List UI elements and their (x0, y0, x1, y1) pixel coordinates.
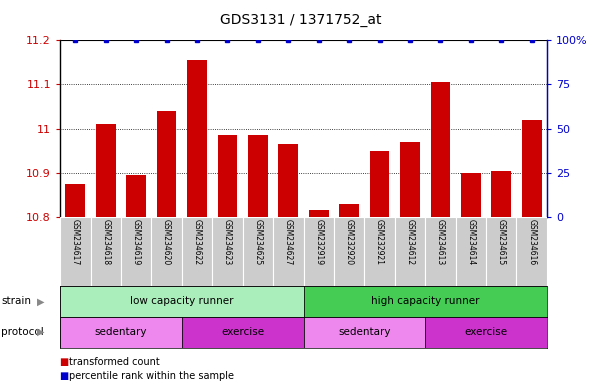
Bar (60, 317, 182, 348)
Text: GSM232921: GSM232921 (375, 219, 384, 265)
Text: high capacity runner: high capacity runner (371, 296, 480, 306)
Text: GSM234612: GSM234612 (406, 219, 415, 265)
Bar (339, 204, 359, 217)
Bar (461, 173, 481, 217)
Bar (400, 142, 420, 217)
Bar (243, 217, 273, 286)
Bar (304, 286, 547, 317)
Text: GSM234618: GSM234618 (101, 219, 110, 265)
Text: GSM234627: GSM234627 (284, 219, 293, 265)
Bar (187, 60, 207, 217)
Bar (430, 82, 450, 217)
Text: GSM232919: GSM232919 (314, 219, 323, 265)
Bar (182, 217, 212, 286)
Bar (370, 151, 389, 217)
Text: ■: ■ (60, 371, 73, 381)
Text: GSM234619: GSM234619 (132, 219, 141, 265)
Bar (395, 217, 426, 286)
Text: percentile rank within the sample: percentile rank within the sample (69, 371, 234, 381)
Text: exercise: exercise (221, 327, 264, 337)
Bar (304, 317, 426, 348)
Text: GSM234622: GSM234622 (192, 219, 201, 265)
Text: protocol: protocol (1, 327, 44, 337)
Bar (486, 217, 516, 286)
Text: strain: strain (1, 296, 31, 306)
Bar (121, 217, 151, 286)
Text: GSM234623: GSM234623 (223, 219, 232, 265)
Bar (151, 217, 182, 286)
Text: sedentary: sedentary (95, 327, 147, 337)
Bar (248, 135, 268, 217)
Bar (522, 120, 542, 217)
Bar (273, 217, 304, 286)
Bar (426, 317, 547, 348)
Text: ▶: ▶ (37, 296, 44, 306)
Bar (309, 210, 329, 217)
Text: GSM234615: GSM234615 (497, 219, 506, 265)
Bar (212, 217, 243, 286)
Bar (126, 175, 146, 217)
Text: ▶: ▶ (37, 327, 44, 337)
Text: ■: ■ (60, 357, 73, 367)
Bar (278, 144, 298, 217)
Bar (456, 217, 486, 286)
Bar (157, 111, 177, 217)
Text: transformed count: transformed count (69, 357, 160, 367)
Text: GSM234613: GSM234613 (436, 219, 445, 265)
Bar (60, 286, 304, 317)
Text: GDS3131 / 1371752_at: GDS3131 / 1371752_at (220, 13, 381, 27)
Text: GSM232920: GSM232920 (344, 219, 353, 265)
Bar (516, 217, 547, 286)
Text: GSM234614: GSM234614 (466, 219, 475, 265)
Text: sedentary: sedentary (338, 327, 391, 337)
Bar (492, 170, 511, 217)
Bar (60, 217, 91, 286)
Text: GSM234625: GSM234625 (254, 219, 263, 265)
Bar (334, 217, 364, 286)
Bar (426, 217, 456, 286)
Text: low capacity runner: low capacity runner (130, 296, 234, 306)
Text: GSM234616: GSM234616 (527, 219, 536, 265)
Text: exercise: exercise (465, 327, 508, 337)
Bar (96, 124, 115, 217)
Text: GSM234620: GSM234620 (162, 219, 171, 265)
Bar (218, 135, 237, 217)
Text: GSM234617: GSM234617 (71, 219, 80, 265)
Bar (91, 217, 121, 286)
Bar (182, 317, 304, 348)
Bar (304, 217, 334, 286)
Bar (66, 184, 85, 217)
Bar (364, 217, 395, 286)
